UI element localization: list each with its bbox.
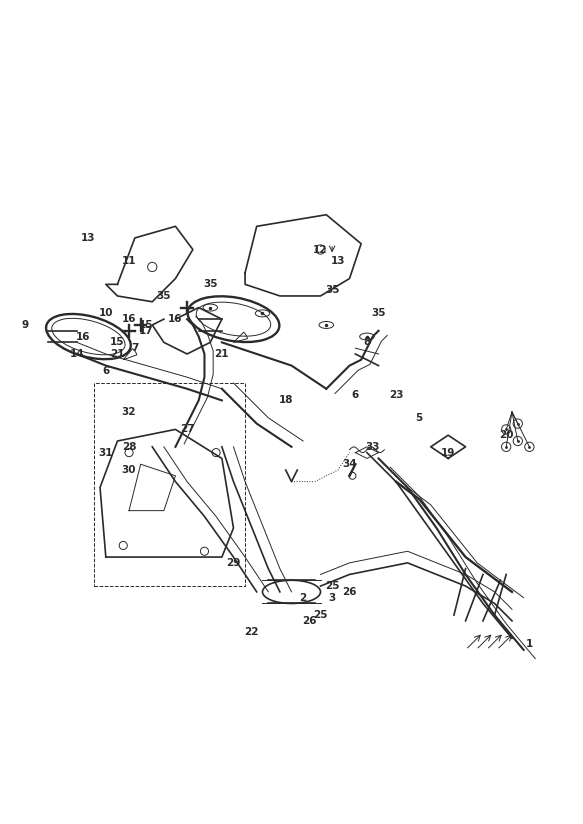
- Text: 10: 10: [99, 308, 113, 318]
- Text: 16: 16: [122, 314, 136, 324]
- Text: 28: 28: [122, 442, 136, 452]
- Text: 25: 25: [313, 610, 328, 620]
- Text: 29: 29: [226, 558, 241, 568]
- Text: 13: 13: [331, 256, 345, 266]
- Text: 15: 15: [139, 320, 154, 330]
- Text: 35: 35: [371, 308, 386, 318]
- Text: 21: 21: [215, 349, 229, 359]
- Text: 3: 3: [328, 592, 336, 602]
- Text: 35: 35: [157, 291, 171, 301]
- Text: 31: 31: [99, 447, 113, 457]
- Text: 16: 16: [75, 331, 90, 342]
- Text: 11: 11: [122, 256, 136, 266]
- Text: 23: 23: [389, 390, 403, 400]
- Text: 35: 35: [325, 285, 339, 295]
- Text: 25: 25: [325, 581, 339, 591]
- Text: 20: 20: [499, 430, 514, 440]
- Text: 14: 14: [69, 349, 84, 359]
- Text: 1: 1: [526, 639, 533, 649]
- Text: 12: 12: [313, 245, 328, 255]
- Text: 34: 34: [342, 459, 357, 469]
- Text: 33: 33: [366, 442, 380, 452]
- Text: 9: 9: [21, 320, 28, 330]
- Text: 13: 13: [81, 233, 96, 243]
- Text: 26: 26: [301, 616, 316, 626]
- Text: 18: 18: [279, 396, 293, 405]
- Text: 35: 35: [203, 279, 217, 289]
- Text: 26: 26: [342, 587, 357, 597]
- Text: 6: 6: [352, 390, 359, 400]
- Text: 7: 7: [131, 343, 139, 353]
- Text: 5: 5: [416, 413, 423, 423]
- Text: 21: 21: [110, 349, 125, 359]
- Text: 22: 22: [244, 628, 258, 638]
- Text: 17: 17: [139, 325, 154, 335]
- Text: 8: 8: [363, 337, 371, 348]
- Text: 6: 6: [102, 367, 110, 377]
- Text: 30: 30: [122, 465, 136, 475]
- Text: 32: 32: [122, 407, 136, 417]
- Text: 15: 15: [110, 337, 125, 348]
- Text: 2: 2: [300, 592, 307, 602]
- Text: 16: 16: [168, 314, 182, 324]
- Text: 27: 27: [180, 424, 194, 434]
- Text: 19: 19: [441, 447, 455, 457]
